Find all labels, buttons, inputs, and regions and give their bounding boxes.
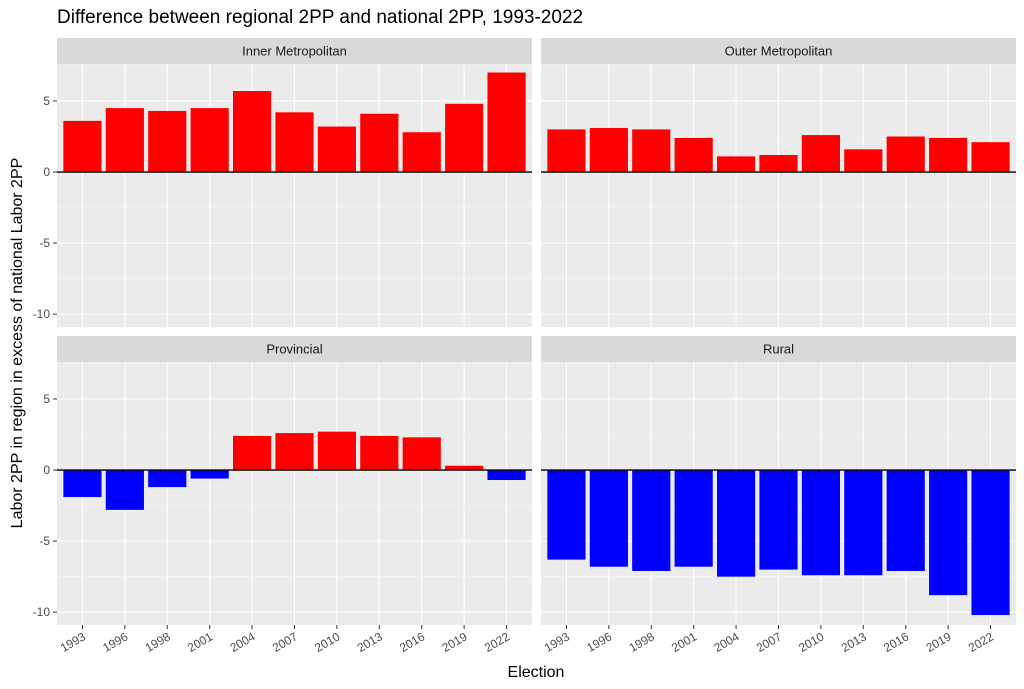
bar bbox=[801, 135, 840, 173]
facet-strip-label: Provincial bbox=[266, 342, 322, 357]
x-tick-label: 2013 bbox=[355, 629, 385, 655]
bar bbox=[844, 470, 883, 576]
x-tick-label: 2007 bbox=[754, 629, 784, 655]
x-tick-label: 2016 bbox=[397, 629, 427, 655]
bar bbox=[971, 142, 1010, 173]
x-tick-label: 1993 bbox=[542, 629, 572, 655]
bar bbox=[632, 129, 671, 173]
bar bbox=[190, 470, 229, 479]
bar bbox=[632, 470, 671, 571]
bar bbox=[402, 132, 441, 173]
bar bbox=[759, 470, 798, 570]
bar bbox=[105, 108, 144, 173]
bar bbox=[589, 470, 628, 567]
bar bbox=[487, 470, 526, 480]
bar bbox=[317, 431, 356, 471]
x-tick-label: 2004 bbox=[711, 629, 741, 655]
x-tick-label: 2001 bbox=[669, 629, 699, 655]
y-tick-label: -10 bbox=[33, 605, 51, 619]
facet-panel: Provincial -10 -5 0 5 1993 1996 1998 2001 2004 200… bbox=[33, 336, 532, 655]
x-tick-label: 2010 bbox=[312, 629, 342, 655]
x-tick-label: 1996 bbox=[584, 629, 614, 655]
facet-panel: Outer Metropolitan bbox=[541, 38, 1016, 327]
bar bbox=[360, 113, 399, 173]
bar bbox=[445, 465, 484, 471]
bar bbox=[844, 149, 883, 173]
x-tick-label: 2022 bbox=[966, 629, 996, 655]
bar bbox=[233, 91, 272, 173]
bar bbox=[105, 470, 144, 510]
bar bbox=[886, 470, 925, 571]
facet-panel: Rural 1993 1996 1998 2001 2004 2007 2010 2013 201… bbox=[541, 336, 1016, 655]
bar bbox=[717, 470, 756, 577]
bar bbox=[275, 433, 314, 471]
bar bbox=[929, 470, 968, 596]
panels-layer: Inner Metropolitan -10 -5 0 5 Outer Metropoli… bbox=[33, 38, 1016, 655]
bar bbox=[971, 470, 1010, 616]
facet-strip bbox=[57, 38, 532, 64]
x-axis-title: Election bbox=[508, 664, 565, 681]
facet-panel: Inner Metropolitan -10 -5 0 5 bbox=[33, 38, 532, 327]
y-tick-label: 0 bbox=[43, 165, 50, 179]
bar bbox=[275, 112, 314, 173]
bar bbox=[402, 437, 441, 471]
x-tick-label: 2019 bbox=[924, 629, 954, 655]
y-tick-label: 5 bbox=[43, 392, 50, 406]
x-tick-label: 2013 bbox=[839, 629, 869, 655]
bar bbox=[445, 103, 484, 173]
facet-strip bbox=[57, 336, 532, 362]
bar bbox=[589, 127, 628, 173]
y-axis-title: Labor 2PP in region in excess of nationa… bbox=[9, 158, 26, 529]
bar bbox=[929, 137, 968, 173]
bar bbox=[547, 129, 586, 173]
facet-strip-label: Outer Metropolitan bbox=[725, 44, 833, 59]
bar bbox=[360, 435, 399, 471]
bar bbox=[547, 470, 586, 560]
bar bbox=[717, 156, 756, 173]
bar bbox=[63, 120, 102, 173]
bar bbox=[487, 72, 526, 173]
bar bbox=[317, 126, 356, 173]
bar bbox=[233, 435, 272, 471]
bar bbox=[674, 137, 713, 173]
bar bbox=[801, 470, 840, 576]
bar bbox=[190, 108, 229, 173]
chart-title: Difference between regional 2PP and nati… bbox=[57, 7, 583, 28]
y-tick-label: -5 bbox=[39, 534, 50, 548]
bar bbox=[148, 470, 187, 488]
x-tick-label: 2004 bbox=[227, 629, 257, 655]
bar bbox=[148, 110, 187, 173]
y-tick-label: 0 bbox=[43, 463, 50, 477]
x-tick-label: 2007 bbox=[270, 629, 300, 655]
x-tick-label: 1996 bbox=[100, 629, 130, 655]
bar bbox=[886, 136, 925, 173]
x-tick-label: 1993 bbox=[58, 629, 88, 655]
y-tick-label: 5 bbox=[43, 94, 50, 108]
bar bbox=[674, 470, 713, 567]
x-tick-label: 2016 bbox=[881, 629, 911, 655]
facet-strip-label: Inner Metropolitan bbox=[242, 44, 347, 59]
facet-strip bbox=[541, 336, 1016, 362]
y-tick-label: -5 bbox=[39, 236, 50, 250]
facet-strip bbox=[541, 38, 1016, 64]
x-tick-label: 2019 bbox=[440, 629, 470, 655]
x-tick-label: 1998 bbox=[627, 629, 657, 655]
x-tick-label: 1998 bbox=[143, 629, 173, 655]
x-tick-label: 2001 bbox=[185, 629, 215, 655]
bar bbox=[63, 470, 102, 498]
x-tick-label: 2022 bbox=[482, 629, 512, 655]
y-tick-label: -10 bbox=[33, 307, 51, 321]
bar bbox=[759, 154, 798, 173]
facet-strip-label: Rural bbox=[763, 342, 794, 357]
x-tick-label: 2010 bbox=[796, 629, 826, 655]
